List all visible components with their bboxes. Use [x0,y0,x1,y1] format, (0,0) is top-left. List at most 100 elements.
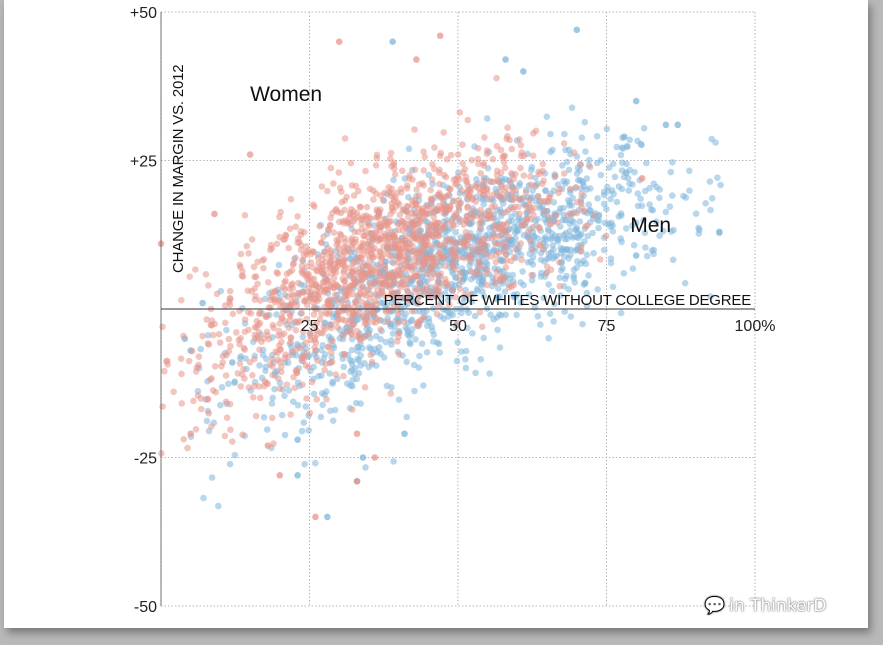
point-men [231,379,238,387]
point-women [279,309,287,316]
point-women [222,319,229,327]
point-men [717,181,724,189]
point-women [408,307,416,315]
point-women [316,223,324,230]
point-women [489,155,497,163]
point-women [330,229,338,236]
point-women [469,196,476,203]
point-women [280,236,287,243]
point-men [208,474,216,481]
point-men [501,288,509,296]
point-women [340,372,347,380]
point-men [669,256,677,264]
y-tick-label: -50 [134,599,157,616]
point-men [380,354,388,361]
point-women [454,254,462,262]
point-men [285,387,293,394]
point-women [590,212,598,219]
point-women [427,227,434,235]
point-women [327,164,335,172]
point-women [289,261,297,268]
point-women [340,304,348,312]
point-men [568,217,575,224]
point-women [320,323,328,331]
point-men [446,294,454,301]
point-men [465,309,473,317]
point-women [541,208,549,215]
point-men [597,157,605,164]
point-women [239,431,246,439]
point-women [387,274,394,282]
point-women [526,196,533,204]
point-women [211,210,218,218]
point-women [333,296,341,304]
y-axis-title: CHANGE IN MARGIN VS. 2012 [170,65,187,273]
point-men [513,228,521,235]
point-men [585,272,592,279]
point-women [461,291,469,299]
point-men [568,104,576,111]
point-women [180,332,187,340]
point-men [632,97,640,105]
point-men [707,206,714,214]
point-women [428,253,436,261]
point-women [298,309,306,317]
point-women [341,249,349,257]
point-men [473,285,481,293]
point-women [475,270,482,277]
point-women [387,149,395,157]
point-women [411,166,419,173]
point-women [366,222,373,229]
point-men [707,293,714,301]
point-women [308,378,316,386]
point-women [520,152,528,160]
point-women [469,207,477,215]
point-women [480,187,488,194]
point-men [583,289,591,297]
point-women [334,324,341,331]
point-women [553,212,560,219]
point-women [488,203,496,211]
point-men [348,335,356,343]
point-women [313,287,321,295]
point-women [377,326,384,333]
point-women [406,172,413,179]
point-men [486,370,493,377]
point-men [611,173,619,181]
point-women [216,339,224,347]
point-men [686,167,693,175]
point-women [400,256,408,264]
point-women [384,234,392,241]
point-men [613,143,620,151]
point-women [341,135,349,142]
point-women [357,203,364,211]
point-women [462,239,469,246]
point-women [497,146,505,154]
point-men [668,228,675,235]
point-women [526,237,534,244]
point-women [582,223,589,230]
point-women [332,291,339,299]
point-women [421,288,428,296]
point-women [327,247,335,254]
point-women [492,275,500,282]
point-men [483,115,491,122]
point-women [503,220,511,227]
point-women [501,152,509,160]
point-men [561,253,568,260]
point-women [543,263,551,270]
point-women [479,323,486,331]
point-men [418,340,426,348]
point-men [323,388,330,395]
point-women [510,175,517,183]
point-women [426,266,434,273]
point-women [464,182,472,189]
point-women [347,159,355,167]
point-women [460,169,467,177]
point-men [416,308,424,315]
point-women [278,314,286,321]
point-men [226,460,234,468]
point-men [603,205,610,213]
point-women [310,311,318,318]
point-women [345,264,353,272]
